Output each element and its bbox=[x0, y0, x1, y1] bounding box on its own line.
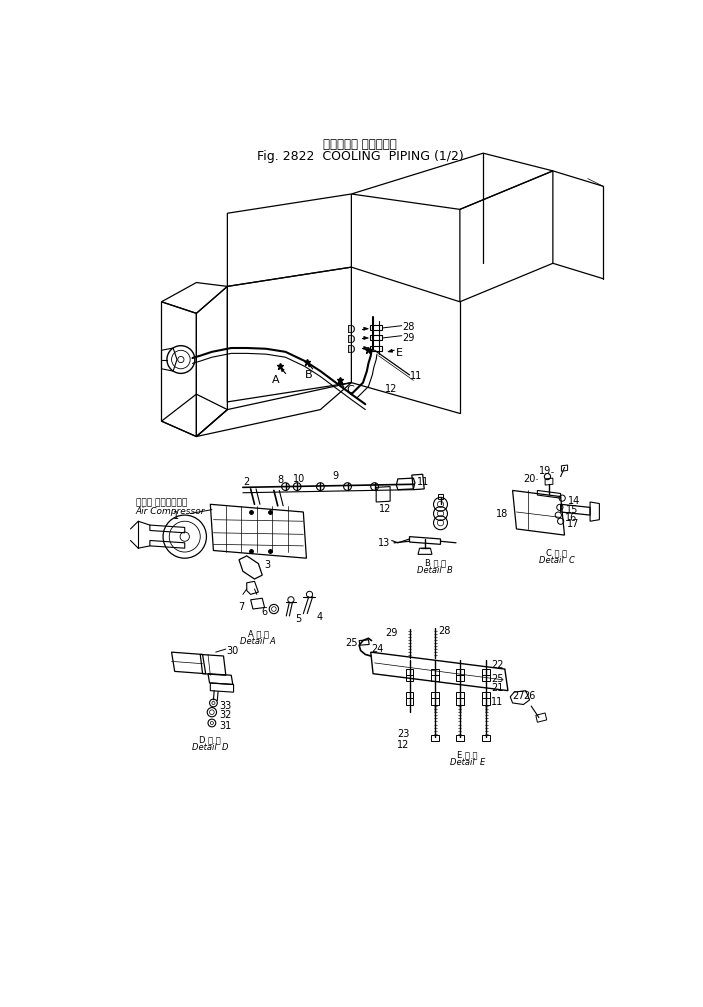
Text: 21: 21 bbox=[491, 683, 503, 693]
Polygon shape bbox=[280, 368, 284, 372]
Polygon shape bbox=[307, 363, 311, 368]
Text: 1: 1 bbox=[173, 512, 179, 522]
Text: Detail  A: Detail A bbox=[240, 636, 276, 645]
Text: 26: 26 bbox=[524, 691, 536, 701]
Text: D: D bbox=[347, 345, 356, 354]
Text: 30: 30 bbox=[226, 645, 238, 656]
Polygon shape bbox=[363, 327, 368, 330]
Text: Detail  C: Detail C bbox=[538, 556, 574, 565]
Text: 8: 8 bbox=[277, 475, 283, 485]
Text: Fig. 2822  COOLING  PIPING (1/2): Fig. 2822 COOLING PIPING (1/2) bbox=[257, 150, 463, 163]
Text: 10: 10 bbox=[292, 473, 305, 483]
Text: 19: 19 bbox=[539, 466, 551, 475]
Text: 6: 6 bbox=[262, 607, 268, 617]
Text: 3: 3 bbox=[264, 560, 271, 570]
Text: E 詳 細: E 詳 細 bbox=[458, 750, 478, 759]
Text: 28: 28 bbox=[438, 626, 451, 636]
Text: 22: 22 bbox=[491, 660, 503, 670]
Text: 4: 4 bbox=[316, 612, 323, 622]
Text: 5: 5 bbox=[295, 613, 302, 623]
Text: 29: 29 bbox=[385, 627, 398, 637]
Text: 11: 11 bbox=[418, 476, 430, 486]
Text: 24: 24 bbox=[370, 644, 383, 655]
Text: C: C bbox=[346, 385, 354, 395]
Text: 14: 14 bbox=[568, 495, 581, 506]
Text: B: B bbox=[305, 370, 313, 380]
Text: 15: 15 bbox=[566, 506, 579, 515]
Text: 12: 12 bbox=[385, 385, 397, 394]
Text: 17: 17 bbox=[567, 519, 579, 529]
Text: E: E bbox=[396, 348, 403, 358]
Text: 29: 29 bbox=[401, 332, 414, 342]
Text: Detail  E: Detail E bbox=[450, 758, 485, 767]
Text: 2: 2 bbox=[244, 476, 250, 486]
Text: 23: 23 bbox=[397, 729, 410, 739]
Text: Detail  D: Detail D bbox=[192, 743, 228, 752]
Text: エアー コンプレッサ: エアー コンプレッサ bbox=[136, 498, 187, 508]
Text: 11: 11 bbox=[411, 372, 423, 381]
Text: クーリング パイピング: クーリング パイピング bbox=[323, 138, 396, 151]
Polygon shape bbox=[338, 381, 342, 385]
Text: 12: 12 bbox=[397, 740, 410, 750]
Text: C 詳 細: C 詳 細 bbox=[546, 548, 567, 557]
Text: 7: 7 bbox=[238, 602, 245, 612]
Polygon shape bbox=[388, 349, 393, 352]
Text: 20: 20 bbox=[524, 473, 536, 483]
Text: 12: 12 bbox=[378, 504, 391, 514]
Polygon shape bbox=[363, 336, 368, 339]
Text: 11: 11 bbox=[491, 697, 503, 707]
Polygon shape bbox=[363, 346, 368, 349]
Text: 27: 27 bbox=[512, 691, 525, 701]
Text: D: D bbox=[347, 325, 356, 335]
Text: 31: 31 bbox=[219, 721, 232, 731]
Text: D 詳 細: D 詳 細 bbox=[200, 735, 221, 744]
Text: 16: 16 bbox=[565, 513, 576, 523]
Text: A: A bbox=[272, 375, 280, 385]
Text: 9: 9 bbox=[333, 471, 339, 481]
Text: 25: 25 bbox=[345, 638, 358, 649]
Text: B 詳 細: B 詳 細 bbox=[425, 558, 446, 567]
Text: 18: 18 bbox=[496, 509, 509, 519]
Text: 33: 33 bbox=[219, 701, 232, 711]
Text: 32: 32 bbox=[219, 710, 232, 720]
Text: Air Compressor: Air Compressor bbox=[136, 508, 205, 517]
Text: A 詳 細: A 詳 細 bbox=[248, 629, 269, 638]
Text: Detail  B: Detail B bbox=[417, 566, 453, 575]
Text: D: D bbox=[347, 335, 356, 345]
Text: 13: 13 bbox=[378, 538, 390, 548]
Text: 28: 28 bbox=[401, 322, 414, 332]
Text: 25: 25 bbox=[491, 674, 503, 684]
